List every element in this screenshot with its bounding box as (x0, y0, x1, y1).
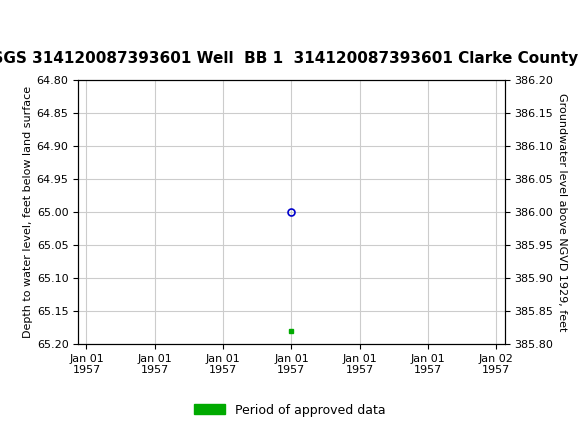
Legend: Period of approved data: Period of approved data (189, 399, 391, 421)
Y-axis label: Groundwater level above NGVD 1929, feet: Groundwater level above NGVD 1929, feet (557, 92, 567, 331)
Y-axis label: Depth to water level, feet below land surface: Depth to water level, feet below land su… (23, 86, 32, 338)
Text: USGS 314120087393601 Well  BB 1  314120087393601 Clarke County Al: USGS 314120087393601 Well BB 1 314120087… (0, 51, 580, 65)
Text: USGS: USGS (32, 13, 92, 32)
